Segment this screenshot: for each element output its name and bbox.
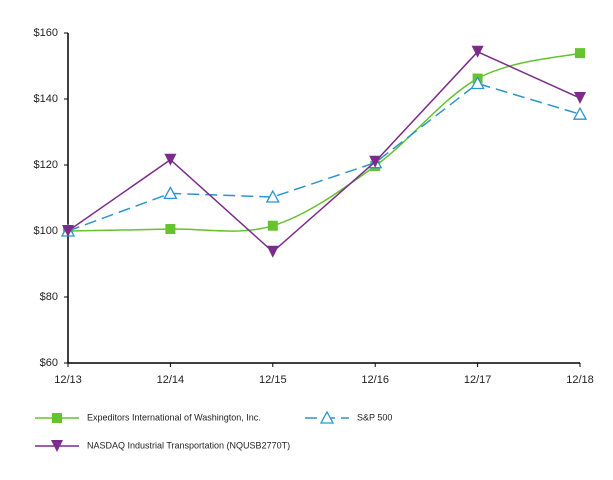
y-tick-label: $120 <box>34 159 58 171</box>
legend-label: Expeditors International of Washington, … <box>87 412 261 422</box>
legend-marker <box>319 410 335 424</box>
point <box>369 155 382 168</box>
y-tick-label: $140 <box>34 93 58 105</box>
y-tick-label: $100 <box>34 225 58 237</box>
point <box>470 76 485 90</box>
point <box>163 186 178 200</box>
point <box>266 245 279 258</box>
point <box>575 48 585 59</box>
point <box>574 92 586 105</box>
point <box>265 189 280 203</box>
y-tick-label: $60 <box>40 357 58 369</box>
x-tick-label: 12/18 <box>566 374 594 386</box>
series-line <box>67 82 581 232</box>
legend-marker <box>52 413 62 423</box>
x-tick-label: 12/16 <box>361 374 389 386</box>
series-line <box>67 52 581 232</box>
legend-label: NASDAQ Industrial Transportation (NQUSB2… <box>87 440 290 450</box>
point <box>471 45 484 58</box>
y-tick-label: $160 <box>34 27 58 39</box>
point <box>165 224 176 235</box>
y-tick-label: $80 <box>40 291 58 303</box>
series-line <box>67 50 581 253</box>
x-tick-label: 12/13 <box>54 374 82 386</box>
x-tick-label: 12/15 <box>259 374 287 386</box>
x-tick-label: 12/17 <box>464 374 492 386</box>
legend-label: S&P 500 <box>357 412 392 422</box>
point <box>572 106 588 120</box>
point <box>164 153 177 166</box>
x-tick-label: 12/14 <box>157 374 185 386</box>
point <box>62 225 74 237</box>
point <box>267 220 278 231</box>
legend-marker <box>51 440 63 452</box>
